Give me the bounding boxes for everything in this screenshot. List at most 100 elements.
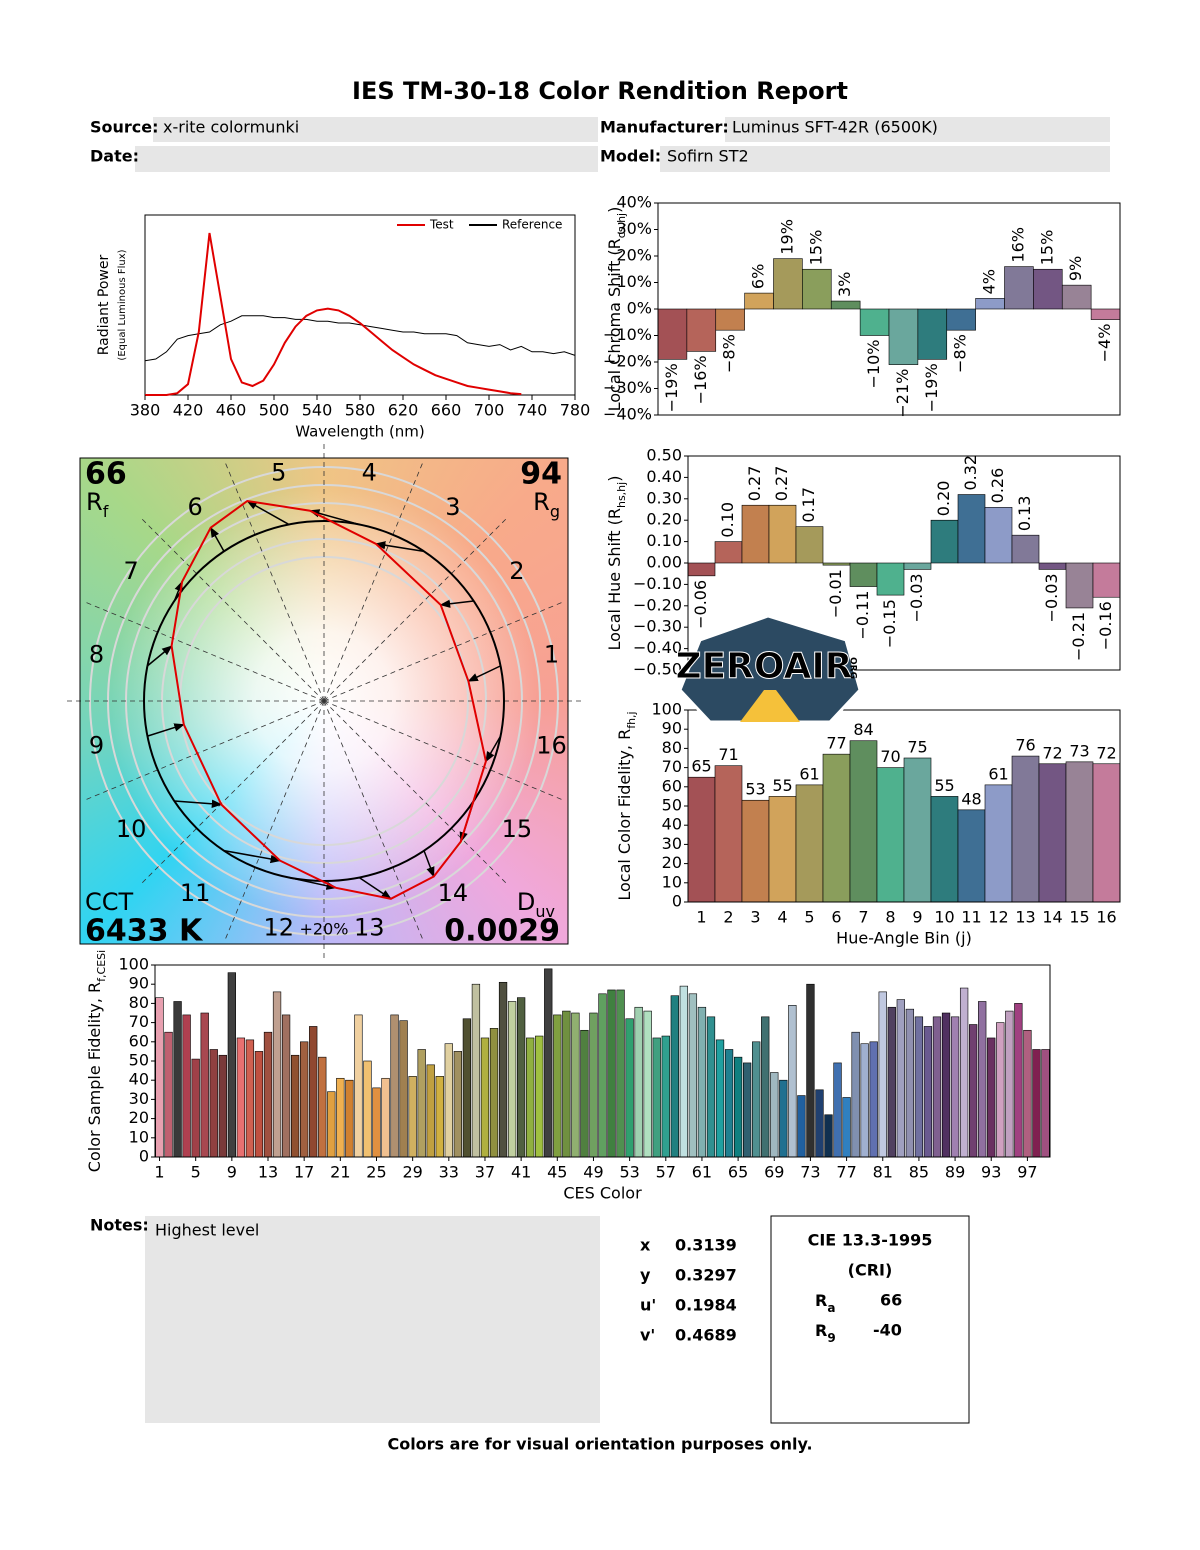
bar bbox=[435, 1076, 444, 1158]
y-tick-label: 30 bbox=[129, 1089, 149, 1108]
x-tick-label: 11 bbox=[961, 908, 981, 927]
bar bbox=[797, 1095, 806, 1158]
bin-divider bbox=[223, 459, 325, 702]
y-tick-label: −0.50 bbox=[633, 660, 682, 679]
bar bbox=[930, 519, 959, 564]
bar bbox=[688, 993, 698, 1158]
y-tick-label: 0 bbox=[139, 1147, 149, 1166]
bin-divider bbox=[82, 600, 325, 702]
notes-text: Highest level bbox=[155, 1221, 259, 1240]
y-tick-label: 80 bbox=[662, 738, 682, 757]
coord-label: v' bbox=[640, 1326, 655, 1345]
bar bbox=[761, 1016, 770, 1158]
bar bbox=[1032, 1049, 1041, 1158]
value-label: −0.11 bbox=[853, 591, 872, 640]
x-tick-label: 2 bbox=[723, 908, 733, 927]
x-tick-label: 5 bbox=[804, 908, 814, 927]
x-tick-label: 700 bbox=[474, 401, 505, 420]
x-tick-label: 69 bbox=[764, 1163, 784, 1182]
y-tick-label: 40 bbox=[129, 1070, 149, 1089]
bar bbox=[218, 1054, 227, 1158]
coord-label: x bbox=[640, 1236, 651, 1255]
rg-label-part: g bbox=[550, 502, 560, 521]
x-tick-label: 580 bbox=[345, 401, 376, 420]
shift-arrow bbox=[147, 723, 185, 737]
x-tick-label: 500 bbox=[259, 401, 290, 420]
bin-label: 9 bbox=[89, 731, 104, 759]
value-label: 61 bbox=[988, 764, 1008, 783]
bar bbox=[876, 767, 905, 903]
y-axis-label-part: Local Chroma Shift (R bbox=[605, 238, 624, 411]
bar bbox=[1004, 266, 1034, 310]
bar bbox=[670, 995, 679, 1158]
value-label: 77 bbox=[826, 734, 846, 753]
value-label: 4% bbox=[980, 269, 999, 294]
bar bbox=[516, 997, 526, 1158]
bar bbox=[741, 504, 770, 564]
y-tick-label: 0% bbox=[627, 299, 652, 318]
field-label: Manufacturer: bbox=[600, 118, 729, 137]
y-tick-label: 80 bbox=[129, 993, 149, 1012]
shift-arrow bbox=[308, 509, 360, 526]
bar bbox=[822, 562, 851, 566]
bar bbox=[1011, 755, 1040, 903]
field-label: Date: bbox=[90, 147, 139, 166]
bar bbox=[830, 300, 861, 310]
duv-label-part: D bbox=[517, 888, 535, 916]
bar bbox=[453, 1051, 462, 1158]
bar bbox=[408, 1076, 417, 1158]
bar bbox=[996, 1022, 1005, 1158]
rf-value: 66 bbox=[85, 457, 127, 492]
cri-box bbox=[770, 1215, 970, 1424]
y-axis-label-part: Color Sample Fidelity, R bbox=[85, 982, 104, 1172]
y-tick-label: 10% bbox=[616, 272, 652, 291]
shift-arrow bbox=[174, 799, 223, 808]
x-tick-label: 53 bbox=[619, 1163, 639, 1182]
bar bbox=[851, 1031, 860, 1158]
bar bbox=[227, 972, 236, 1158]
bin-label: 2 bbox=[509, 557, 524, 585]
value-label: 3% bbox=[835, 272, 854, 297]
cri-r9-label: R9 bbox=[815, 1321, 836, 1345]
x-tick-label: 9 bbox=[912, 908, 922, 927]
x-tick-label: 780 bbox=[560, 401, 591, 420]
bar bbox=[859, 308, 890, 336]
bar bbox=[715, 308, 745, 331]
bar bbox=[589, 1012, 598, 1158]
value-label: 76 bbox=[1015, 736, 1035, 755]
field-box bbox=[135, 146, 598, 172]
y-axis-label: (Equal Luminous Flux) bbox=[117, 249, 128, 360]
bar bbox=[687, 776, 716, 903]
y-tick-label: 0.20 bbox=[646, 510, 682, 529]
bar bbox=[1092, 763, 1121, 903]
y-tick-label: 10 bbox=[129, 1127, 149, 1146]
shift-arrow bbox=[210, 526, 225, 552]
x-tick-label: 13 bbox=[1015, 908, 1035, 927]
bin-divider bbox=[139, 700, 325, 886]
y-axis-label-part: cs,hj bbox=[615, 213, 628, 238]
y-tick-label: 50 bbox=[662, 796, 682, 815]
bar bbox=[914, 1016, 924, 1158]
bar bbox=[849, 740, 878, 903]
bar bbox=[480, 1037, 490, 1158]
x-tick-label: 45 bbox=[547, 1163, 567, 1182]
bin-label: 16 bbox=[536, 731, 567, 759]
bar bbox=[1065, 761, 1094, 903]
bar bbox=[903, 757, 932, 903]
bar bbox=[191, 1058, 200, 1158]
rg-value: 94 bbox=[520, 457, 562, 492]
bin-label: 7 bbox=[123, 557, 138, 585]
bar bbox=[535, 1035, 544, 1158]
x-tick-label: 620 bbox=[388, 401, 419, 420]
bar bbox=[888, 308, 919, 365]
duv-label-part: uv bbox=[535, 902, 555, 921]
x-tick-label: 57 bbox=[656, 1163, 676, 1182]
bar bbox=[164, 1031, 173, 1158]
y-tick-label: −30% bbox=[603, 378, 652, 397]
bar bbox=[489, 1028, 499, 1158]
bar bbox=[1065, 562, 1094, 609]
logo-road bbox=[740, 690, 800, 722]
notes-box bbox=[145, 1216, 600, 1423]
shift-arrow bbox=[485, 735, 502, 763]
bar bbox=[616, 989, 625, 1158]
